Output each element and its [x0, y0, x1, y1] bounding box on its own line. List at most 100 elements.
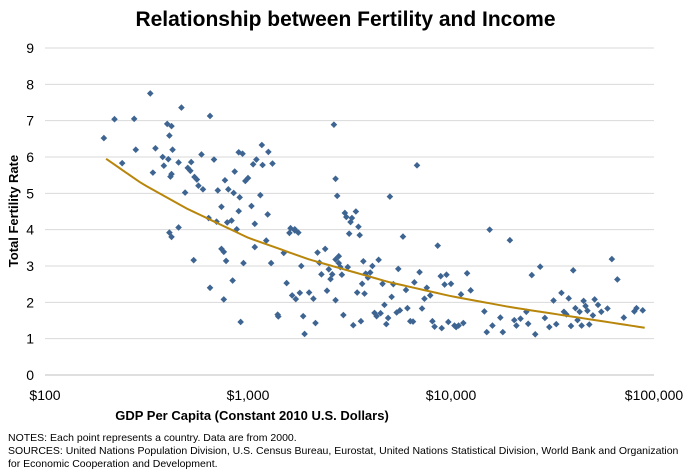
data-point — [221, 176, 229, 184]
data-point — [159, 153, 166, 161]
data-point — [399, 233, 407, 240]
data-point — [236, 194, 243, 201]
data-point — [100, 134, 108, 142]
y-tick-label: 9 — [26, 40, 34, 56]
data-point — [338, 271, 346, 279]
data-point — [231, 168, 239, 175]
data-point — [489, 322, 496, 329]
data-point — [235, 207, 243, 215]
y-axis-label: Total Fertility Rate — [6, 155, 21, 267]
data-point — [257, 191, 264, 199]
data-point — [467, 287, 474, 294]
data-point — [168, 233, 175, 241]
data-point — [184, 164, 192, 172]
data-point — [582, 302, 589, 310]
data-point — [457, 291, 465, 298]
data-point — [220, 296, 228, 303]
data-point — [597, 308, 605, 316]
data-point — [130, 115, 138, 123]
data-point — [631, 308, 638, 315]
data-point — [460, 319, 467, 327]
data-point — [486, 226, 493, 233]
data-point — [220, 248, 228, 256]
data-point — [340, 311, 347, 319]
data-point — [240, 259, 247, 267]
data-point — [249, 160, 257, 168]
data-point — [132, 146, 140, 154]
data-point — [345, 230, 353, 237]
data-point — [333, 192, 341, 200]
data-point — [585, 321, 593, 328]
gridlines — [45, 47, 654, 340]
data-point — [335, 259, 343, 267]
data-point — [558, 289, 565, 297]
data-point — [253, 156, 260, 163]
data-point — [288, 292, 296, 299]
data-point — [347, 218, 354, 226]
data-point — [310, 295, 317, 302]
data-point — [366, 269, 374, 276]
data-point — [146, 90, 154, 97]
data-point — [589, 312, 597, 319]
data-point — [506, 236, 514, 244]
data-point — [274, 313, 282, 320]
data-point — [402, 286, 410, 294]
data-point — [352, 208, 360, 215]
data-point — [364, 274, 372, 281]
data-point — [321, 245, 329, 253]
data-point — [569, 267, 577, 274]
data-point — [528, 271, 536, 279]
data-point — [318, 271, 325, 278]
data-point — [452, 323, 460, 331]
data-point — [497, 314, 504, 321]
y-tick-label: 3 — [26, 258, 34, 274]
data-point — [384, 314, 392, 322]
data-point — [499, 328, 507, 336]
data-point — [248, 202, 255, 210]
data-point — [222, 257, 230, 265]
data-point — [614, 276, 621, 283]
data-point — [517, 315, 524, 322]
data-point — [431, 323, 438, 330]
data-point — [356, 231, 363, 239]
data-point — [584, 307, 591, 314]
data-point — [314, 249, 321, 256]
tick-labels: 0 1 2 3 4 5 6 7 8 9 $100 $1,000 $10,000 $100,000 — [26, 40, 683, 403]
chart-notes: NOTES: Each point represents a country. … — [8, 432, 683, 471]
x-tick-label: $10,000 — [426, 387, 477, 403]
data-point — [463, 269, 471, 277]
data-point — [160, 162, 168, 170]
data-point — [280, 249, 288, 257]
data-point — [149, 169, 157, 176]
data-point — [229, 277, 236, 284]
data-point — [305, 289, 313, 296]
data-point — [118, 159, 126, 167]
data-point — [168, 122, 175, 130]
data-point — [576, 308, 583, 316]
data-point — [349, 321, 357, 329]
data-point — [441, 281, 448, 288]
data-point — [567, 322, 575, 330]
data-point — [181, 189, 189, 196]
y-tick-label: 7 — [26, 113, 34, 129]
data-point — [332, 256, 339, 263]
data-point — [510, 316, 518, 324]
data-point — [323, 287, 331, 295]
x-axis-label: GDP Per Capita (Constant 2010 U.S. Dolla… — [115, 408, 389, 423]
data-point — [287, 224, 294, 232]
data-point — [445, 318, 452, 326]
y-tick-label: 4 — [26, 222, 34, 238]
data-point — [381, 301, 388, 309]
data-point — [312, 319, 319, 327]
data-point — [531, 331, 539, 338]
data-point — [210, 156, 218, 163]
data-point — [206, 112, 214, 120]
data-point — [283, 279, 290, 287]
data-point — [214, 187, 222, 194]
data-point — [330, 121, 338, 128]
data-point — [344, 263, 352, 271]
data-point — [633, 304, 640, 312]
data-point — [206, 284, 214, 292]
data-point — [409, 318, 417, 325]
data-point — [620, 314, 628, 321]
